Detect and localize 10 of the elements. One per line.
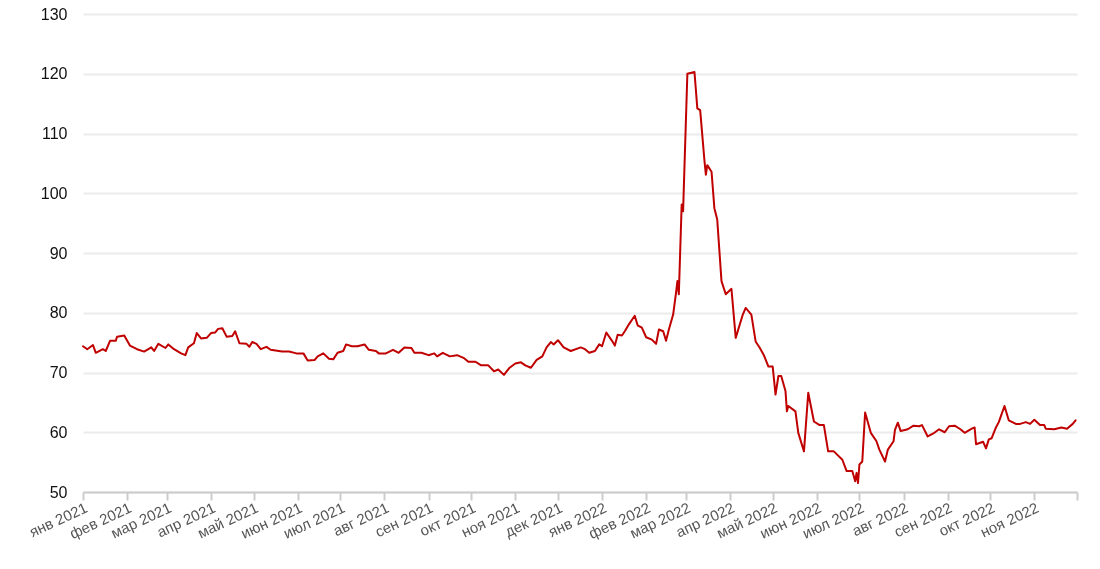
y-tick-label: 60	[49, 423, 68, 441]
line-series	[82, 70, 1077, 485]
y-tick-label: 50	[49, 483, 68, 501]
y-tick-label: 90	[49, 244, 68, 262]
y-tick-label: 70	[49, 364, 68, 381]
y-tick-label: 120	[40, 65, 68, 83]
y-tick-label: 80	[49, 304, 68, 322]
y-tick-label: 100	[40, 184, 68, 202]
y-tick-label: 130	[40, 5, 68, 23]
y-tick-label: 110	[41, 125, 68, 142]
